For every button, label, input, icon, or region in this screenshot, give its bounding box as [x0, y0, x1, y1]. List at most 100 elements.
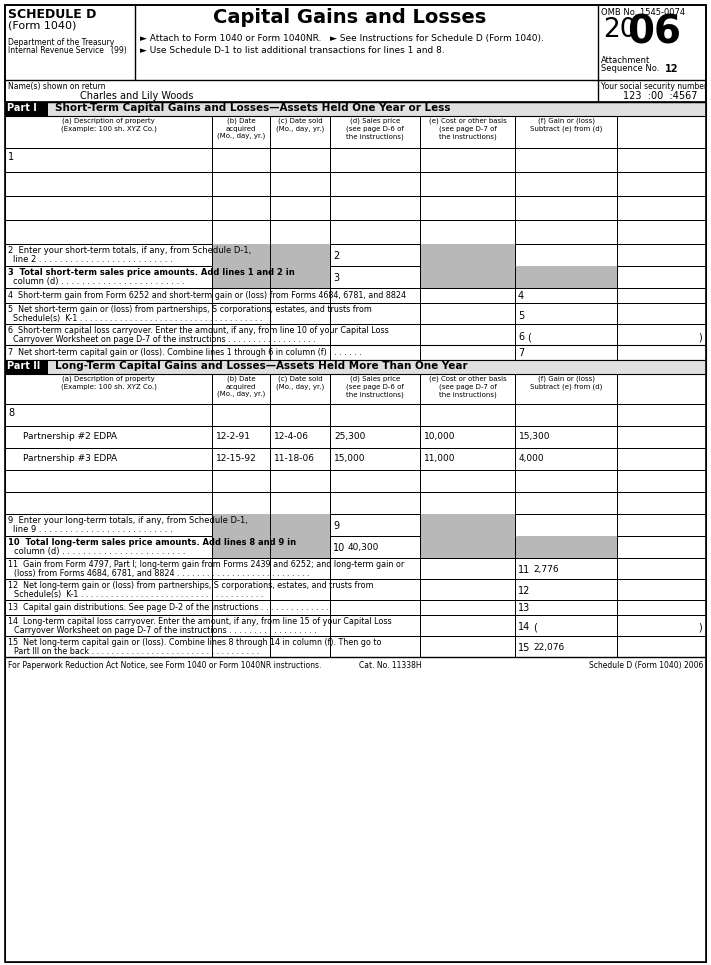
Bar	[212, 514, 270, 536]
Bar	[212, 536, 270, 558]
Text: ): )	[698, 622, 702, 632]
Text: Schedule(s)  K-1 . . . . . . . . . . . . . . . . . . . . . . . . . . . . . . . .: Schedule(s) K-1 . . . . . . . . . . . . …	[14, 590, 263, 599]
Text: 8: 8	[8, 408, 14, 418]
Text: 123  :00  :4567: 123 :00 :4567	[623, 91, 697, 101]
Text: 15  Net long-term capital gain or (loss). Combine lines 8 through 14 in column (: 15 Net long-term capital gain or (loss).…	[8, 638, 382, 647]
Text: Carryover Worksheet on page D-7 of the instructions . . . . . . . . . . . . . . : Carryover Worksheet on page D-7 of the i…	[13, 335, 316, 344]
Bar	[270, 536, 330, 558]
Bar	[5, 288, 706, 303]
Bar	[212, 244, 270, 266]
Text: (b) Date
acquired
(Mo., day, yr.): (b) Date acquired (Mo., day, yr.)	[217, 376, 265, 397]
Text: (f) Gain or (loss)
Subtract (e) from (d): (f) Gain or (loss) Subtract (e) from (d)	[530, 376, 602, 390]
Text: (a) Description of property
(Example: 100 sh. XYZ Co.): (a) Description of property (Example: 10…	[60, 376, 156, 390]
Text: (loss) from Forms 4684, 6781, and 8824 . . . . . . . . . . . . . . . . . . . . .: (loss) from Forms 4684, 6781, and 8824 .…	[14, 569, 309, 578]
Text: 25,300: 25,300	[334, 432, 365, 441]
Text: 6  Short-term capital loss carryover. Enter the amount, if any, from line 10 of : 6 Short-term capital loss carryover. Ent…	[8, 326, 389, 335]
Text: Name(s) shown on return: Name(s) shown on return	[8, 82, 105, 91]
Bar	[5, 266, 706, 288]
Text: 12: 12	[665, 64, 678, 74]
Bar	[5, 600, 706, 615]
Text: 5  Net short-term gain or (loss) from partnerships, S corporations, estates, and: 5 Net short-term gain or (loss) from par…	[8, 305, 372, 314]
Text: (b) Date
acquired
(Mo., day, yr.): (b) Date acquired (Mo., day, yr.)	[217, 118, 265, 139]
Bar	[212, 266, 270, 288]
Bar	[5, 5, 706, 102]
Text: (e) Cost or other basis
(see page D-7 of
the instructions): (e) Cost or other basis (see page D-7 of…	[429, 376, 506, 398]
Text: (c) Date sold
(Mo., day, yr.): (c) Date sold (Mo., day, yr.)	[276, 118, 324, 132]
Text: line 2 . . . . . . . . . . . . . . . . . . . . . . . . . .: line 2 . . . . . . . . . . . . . . . . .…	[13, 255, 173, 264]
Text: 4,000: 4,000	[519, 454, 545, 463]
Bar	[5, 244, 706, 266]
Text: 13: 13	[518, 603, 530, 613]
Bar	[5, 615, 706, 636]
Bar	[5, 536, 706, 558]
Text: (d) Sales price
(see page D-6 of
the instructions): (d) Sales price (see page D-6 of the ins…	[346, 118, 404, 140]
Text: 10  Total long-term sales price amounts. Add lines 8 and 9 in: 10 Total long-term sales price amounts. …	[8, 538, 296, 547]
Bar	[5, 636, 706, 657]
Text: 22,076: 22,076	[533, 643, 565, 652]
Bar	[5, 324, 706, 345]
Text: Your social security number: Your social security number	[601, 82, 707, 91]
Text: (e) Cost or other basis
(see page D-7 of
the instructions): (e) Cost or other basis (see page D-7 of…	[429, 118, 506, 140]
Text: 14: 14	[518, 622, 530, 632]
Text: 12-15-92: 12-15-92	[216, 454, 257, 463]
Text: (: (	[533, 622, 537, 632]
Bar	[5, 196, 706, 220]
Text: Capital Gains and Losses: Capital Gains and Losses	[213, 8, 486, 27]
Text: 11,000: 11,000	[424, 454, 456, 463]
Text: 12: 12	[518, 586, 530, 596]
Text: Part II: Part II	[7, 361, 41, 371]
Bar	[5, 492, 706, 514]
Text: OMB No. 1545-0074: OMB No. 1545-0074	[601, 8, 685, 17]
Text: 11-18-06: 11-18-06	[274, 454, 315, 463]
Text: 12  Net long-term gain or (loss) from partnerships, S corporations, estates, and: 12 Net long-term gain or (loss) from par…	[8, 581, 373, 590]
Bar	[420, 244, 515, 266]
Text: 06: 06	[627, 13, 681, 51]
Text: 13  Capital gain distributions. See page D-2 of the instructions . . . . . . . .: 13 Capital gain distributions. See page …	[8, 603, 328, 612]
Text: 14  Long-term capital loss carryover. Enter the amount, if any, from line 15 of : 14 Long-term capital loss carryover. Ent…	[8, 617, 392, 626]
Text: (d) Sales price
(see page D-6 of
the instructions): (d) Sales price (see page D-6 of the ins…	[346, 376, 404, 398]
Bar	[5, 448, 706, 470]
Text: Part III on the back . . . . . . . . . . . . . . . . . . . . . . . . . . . . . .: Part III on the back . . . . . . . . . .…	[14, 647, 259, 656]
Bar	[5, 374, 706, 404]
Bar	[420, 266, 515, 288]
Text: 7  Net short-term capital gain or (loss). Combine lines 1 through 6 in column (f: 7 Net short-term capital gain or (loss).…	[8, 348, 362, 357]
Text: 15,300: 15,300	[519, 432, 550, 441]
Bar	[5, 116, 706, 148]
Text: Sequence No.: Sequence No.	[601, 64, 662, 73]
Text: 1: 1	[8, 152, 14, 162]
Bar	[270, 244, 330, 266]
Bar	[5, 558, 706, 579]
Bar	[515, 266, 617, 288]
Text: 11  Gain from Form 4797, Part I; long-term gain from Forms 2439 and 6252; and lo: 11 Gain from Form 4797, Part I; long-ter…	[8, 560, 405, 569]
Text: Charles and Lily Woods: Charles and Lily Woods	[80, 91, 193, 101]
Text: column (d) . . . . . . . . . . . . . . . . . . . . . . . .: column (d) . . . . . . . . . . . . . . .…	[14, 547, 186, 556]
Text: 15,000: 15,000	[334, 454, 365, 463]
Text: column (d) . . . . . . . . . . . . . . . . . . . . . . . .: column (d) . . . . . . . . . . . . . . .…	[13, 277, 184, 286]
Text: Schedule(s)  K-1 . . . . . . . . . . . . . . . . . . . . . . . . . . . . . . . .: Schedule(s) K-1 . . . . . . . . . . . . …	[13, 314, 262, 323]
Bar	[420, 536, 515, 558]
Text: 12-4-06: 12-4-06	[274, 432, 309, 441]
Text: ► Attach to Form 1040 or Form 1040NR.   ► See Instructions for Schedule D (Form : ► Attach to Form 1040 or Form 1040NR. ► …	[140, 34, 544, 43]
Text: 2  Enter your short-term totals, if any, from Schedule D-1,: 2 Enter your short-term totals, if any, …	[8, 246, 251, 255]
Text: (: (	[527, 332, 531, 342]
Text: 40,300: 40,300	[348, 543, 380, 552]
Text: 12-2-91: 12-2-91	[216, 432, 251, 441]
Text: Part I: Part I	[7, 103, 37, 113]
Text: SCHEDULE D: SCHEDULE D	[8, 8, 97, 21]
Text: Cat. No. 11338H: Cat. No. 11338H	[358, 661, 422, 670]
Text: line 9 . . . . . . . . . . . . . . . . . . . . . . . . . .: line 9 . . . . . . . . . . . . . . . . .…	[13, 525, 173, 534]
Text: 2,776: 2,776	[533, 565, 559, 574]
Bar	[515, 536, 617, 558]
Text: For Paperwork Reduction Act Notice, see Form 1040 or Form 1040NR instructions.: For Paperwork Reduction Act Notice, see …	[8, 661, 321, 670]
Text: 2: 2	[333, 251, 339, 261]
Bar	[5, 360, 48, 374]
Text: Schedule D (Form 1040) 2006: Schedule D (Form 1040) 2006	[589, 661, 703, 670]
Text: Internal Revenue Service   (99): Internal Revenue Service (99)	[8, 46, 127, 55]
Text: Long-Term Capital Gains and Losses—Assets Held More Than One Year: Long-Term Capital Gains and Losses—Asset…	[55, 361, 468, 371]
Text: Carryover Worksheet on page D-7 of the instructions . . . . . . . . . . . . . . : Carryover Worksheet on page D-7 of the i…	[14, 626, 316, 635]
Text: Attachment: Attachment	[601, 56, 651, 65]
Bar	[420, 514, 515, 536]
Bar	[5, 470, 706, 492]
Text: Short-Term Capital Gains and Losses—Assets Held One Year or Less: Short-Term Capital Gains and Losses—Asse…	[55, 103, 451, 113]
Bar	[5, 514, 706, 536]
